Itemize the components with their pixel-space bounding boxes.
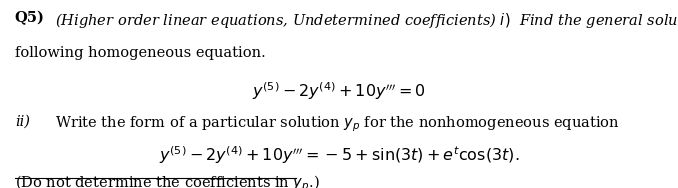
Text: (Higher order linear equations, Undetermined coefficients) $i)$  Find the genera: (Higher order linear equations, Undeterm… xyxy=(55,11,678,30)
Text: following homogeneous equation.: following homogeneous equation. xyxy=(15,46,266,60)
Text: $y^{(5)} - 2y^{(4)} + 10y^{\prime\prime\prime} = 0$: $y^{(5)} - 2y^{(4)} + 10y^{\prime\prime\… xyxy=(252,80,426,102)
Text: (Do not determine the coefficients in $y_p$.): (Do not determine the coefficients in $y… xyxy=(15,173,319,188)
Text: Write the form of a particular solution $y_p$ for the nonhomogeneous equation: Write the form of a particular solution … xyxy=(55,114,620,134)
Text: Q5): Q5) xyxy=(15,11,45,25)
Text: $y^{(5)} - 2y^{(4)} + 10y^{\prime\prime\prime} = -5 + \sin(3t) + e^t\cos(3t).$: $y^{(5)} - 2y^{(4)} + 10y^{\prime\prime\… xyxy=(159,145,519,166)
Text: ii): ii) xyxy=(15,114,30,128)
